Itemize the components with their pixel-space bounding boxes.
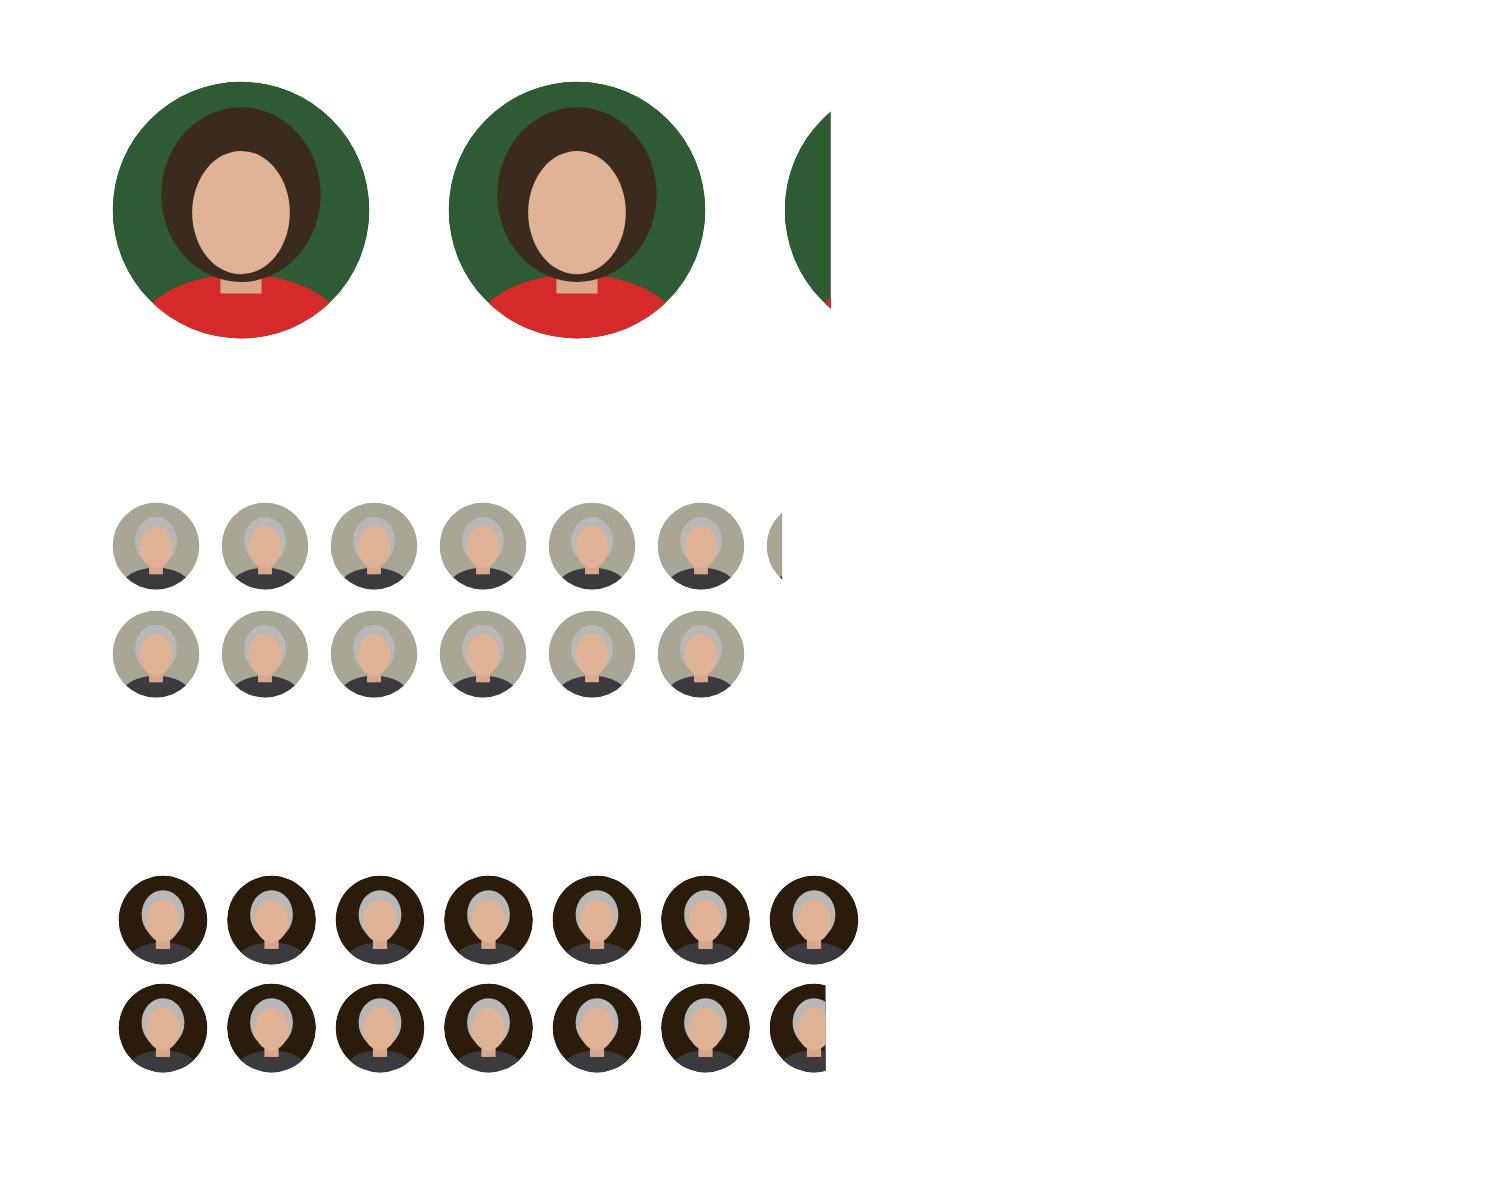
icon-face	[331, 503, 418, 592]
icon-face	[553, 876, 642, 967]
icon	[658, 503, 745, 592]
icon	[113, 82, 370, 341]
icon-head	[363, 900, 397, 943]
icon	[227, 876, 316, 967]
icon-head	[580, 1008, 614, 1051]
icon	[113, 503, 200, 592]
icon-head	[139, 634, 172, 676]
icon-head	[255, 900, 289, 943]
icon	[331, 503, 418, 592]
icon-head	[192, 151, 290, 274]
icon-shoulders	[775, 568, 782, 592]
icon-head	[575, 634, 608, 676]
icon	[661, 876, 750, 967]
icon-face	[770, 876, 859, 967]
icon-head	[466, 526, 499, 568]
icon-face	[113, 503, 200, 592]
icon-face	[440, 503, 527, 592]
icon-head	[248, 634, 281, 676]
icon-row	[119, 876, 859, 1091]
icon-head	[684, 634, 717, 676]
icon-background	[785, 82, 831, 339]
icon-head	[139, 526, 172, 568]
icon	[785, 82, 831, 341]
icon	[770, 876, 859, 967]
icon-face	[113, 82, 370, 341]
icon-face	[227, 876, 316, 967]
icon-face	[785, 82, 831, 341]
icon	[549, 611, 636, 700]
icon-face	[449, 82, 706, 341]
icon-head	[363, 1008, 397, 1051]
icon	[336, 876, 425, 967]
icon-face	[549, 503, 636, 592]
icon-face	[658, 503, 745, 592]
icon	[440, 503, 527, 592]
icon-face	[661, 876, 750, 967]
icon-background	[767, 503, 783, 590]
icon	[658, 611, 745, 700]
icon-face	[553, 984, 642, 1075]
icon	[444, 876, 533, 967]
icon-hair	[161, 107, 320, 282]
icon-row	[113, 503, 854, 715]
icon-hair	[497, 107, 656, 282]
icon	[440, 611, 527, 700]
icon-head	[689, 900, 723, 943]
icon	[444, 984, 533, 1075]
icon-head	[255, 1008, 289, 1051]
icon	[553, 984, 642, 1075]
plot-area	[113, 82, 1042, 1091]
icon-face	[549, 611, 636, 700]
icon-face	[119, 876, 208, 967]
icon-face	[222, 503, 309, 592]
icon-face	[336, 876, 425, 967]
icon	[113, 611, 200, 700]
icon-face	[444, 876, 533, 967]
icon	[661, 984, 750, 1075]
icon-head	[689, 1008, 723, 1051]
icon-head	[248, 526, 281, 568]
icon-head	[357, 634, 390, 676]
icon	[336, 984, 425, 1075]
icon-head	[466, 634, 499, 676]
icon-face	[113, 611, 200, 700]
icon-face	[119, 984, 208, 1075]
icon-head	[797, 1008, 825, 1051]
icon-face	[767, 503, 783, 592]
icon-head	[472, 900, 506, 943]
icon-head	[472, 1008, 506, 1051]
icon-face	[440, 611, 527, 700]
icon	[119, 876, 208, 967]
icon	[222, 503, 309, 592]
icon-head	[580, 900, 614, 943]
icon	[553, 876, 642, 967]
icon-head	[146, 900, 180, 943]
icon-head	[575, 526, 608, 568]
icon-face	[444, 984, 533, 1075]
icon-head	[528, 151, 626, 274]
icon-face	[222, 611, 309, 700]
icon	[227, 984, 316, 1075]
icon-face	[331, 611, 418, 700]
icon-head	[684, 526, 717, 568]
icon-face	[770, 984, 826, 1075]
icon	[222, 611, 309, 700]
icon	[119, 984, 208, 1075]
icon-shoulders	[810, 274, 831, 340]
icon	[767, 503, 783, 592]
icon-face	[661, 984, 750, 1075]
icon-row	[113, 82, 1042, 390]
icon-head	[797, 900, 831, 943]
icon-head	[357, 526, 390, 568]
icon	[449, 82, 706, 341]
icon-face	[336, 984, 425, 1075]
icon-head	[146, 1008, 180, 1051]
pictogram-chart	[0, 0, 1500, 1177]
icon	[770, 984, 826, 1075]
icon	[331, 611, 418, 700]
icon	[549, 503, 636, 592]
icon-face	[658, 611, 745, 700]
icon-face	[227, 984, 316, 1075]
